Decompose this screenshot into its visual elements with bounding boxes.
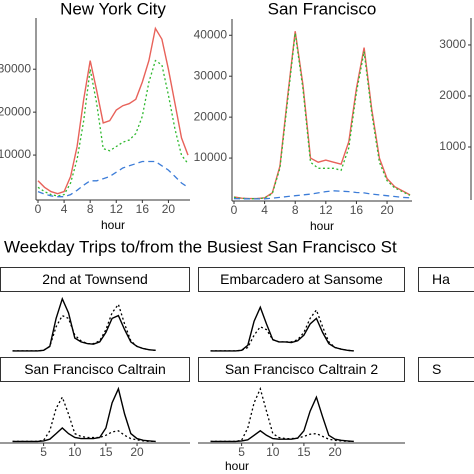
strip [418, 357, 474, 382]
x-tick-label: 10 [68, 445, 82, 459]
x-tick-label: 5 [40, 445, 47, 459]
series-line [12, 395, 156, 443]
y-tick-label: 30000 [194, 68, 228, 82]
series-line [210, 386, 354, 443]
y-tick-label: 20000 [194, 109, 228, 123]
strip [418, 267, 474, 292]
x-tick-label: 4 [61, 202, 68, 216]
x-axis-label: hour [101, 218, 125, 232]
x-tick-label: 15 [297, 445, 311, 459]
strip [0, 357, 190, 382]
x-tick-label: 15 [99, 445, 113, 459]
strip-label: 2nd at Townsend [42, 271, 148, 287]
y-tick-label: 20000 [0, 104, 31, 118]
chart-title: New York City [60, 0, 166, 18]
x-tick-label: 20 [328, 445, 342, 459]
x-tick-label: 0 [35, 202, 42, 216]
strip-label: San Francisco Caltrain 2 [225, 361, 379, 377]
y-tick-label: 10000 [194, 150, 228, 164]
x-axis-label: hour [225, 459, 249, 473]
series-line [12, 302, 156, 352]
x-tick-label: 10 [266, 445, 280, 459]
x-tick-label: 12 [110, 202, 124, 216]
y-tick-label: 30000 [0, 61, 31, 75]
series-line [37, 160, 189, 198]
x-tick-label: 4 [261, 203, 268, 217]
series-line [233, 31, 411, 200]
strip [198, 267, 405, 292]
strip-label: Ha [432, 271, 450, 287]
x-tick-label: 8 [292, 203, 299, 217]
x-tick-label: 20 [162, 202, 176, 216]
x-tick-label: 16 [136, 202, 150, 216]
facet-title: Weekday Trips to/from the Busiest San Fr… [4, 237, 397, 256]
chart-title: San Francisco [268, 0, 377, 18]
strip-label: Embarcadero at Sansome [220, 271, 383, 287]
x-tick-label: 20 [380, 203, 394, 217]
x-axis-label: hour [310, 219, 334, 233]
x-tick-label: 20 [130, 445, 144, 459]
x-tick-label: 16 [350, 203, 364, 217]
strip [198, 357, 405, 382]
y-tick-label: 3000 [439, 37, 466, 51]
x-tick-label: 8 [87, 202, 94, 216]
series-line [210, 308, 354, 352]
strip-label: S [432, 361, 441, 377]
y-tick-label: 2000 [439, 88, 466, 102]
x-tick-label: 12 [319, 203, 333, 217]
y-tick-label: 1000 [439, 139, 466, 153]
strip [0, 267, 190, 292]
y-tick-label: 10000 [0, 147, 31, 161]
strip-label: San Francisco Caltrain [24, 361, 166, 377]
y-tick-label: 40000 [194, 27, 228, 41]
series-line [37, 59, 189, 197]
x-tick-label: 5 [238, 445, 245, 459]
x-tick-label: 0 [231, 203, 238, 217]
series-line [37, 26, 189, 195]
